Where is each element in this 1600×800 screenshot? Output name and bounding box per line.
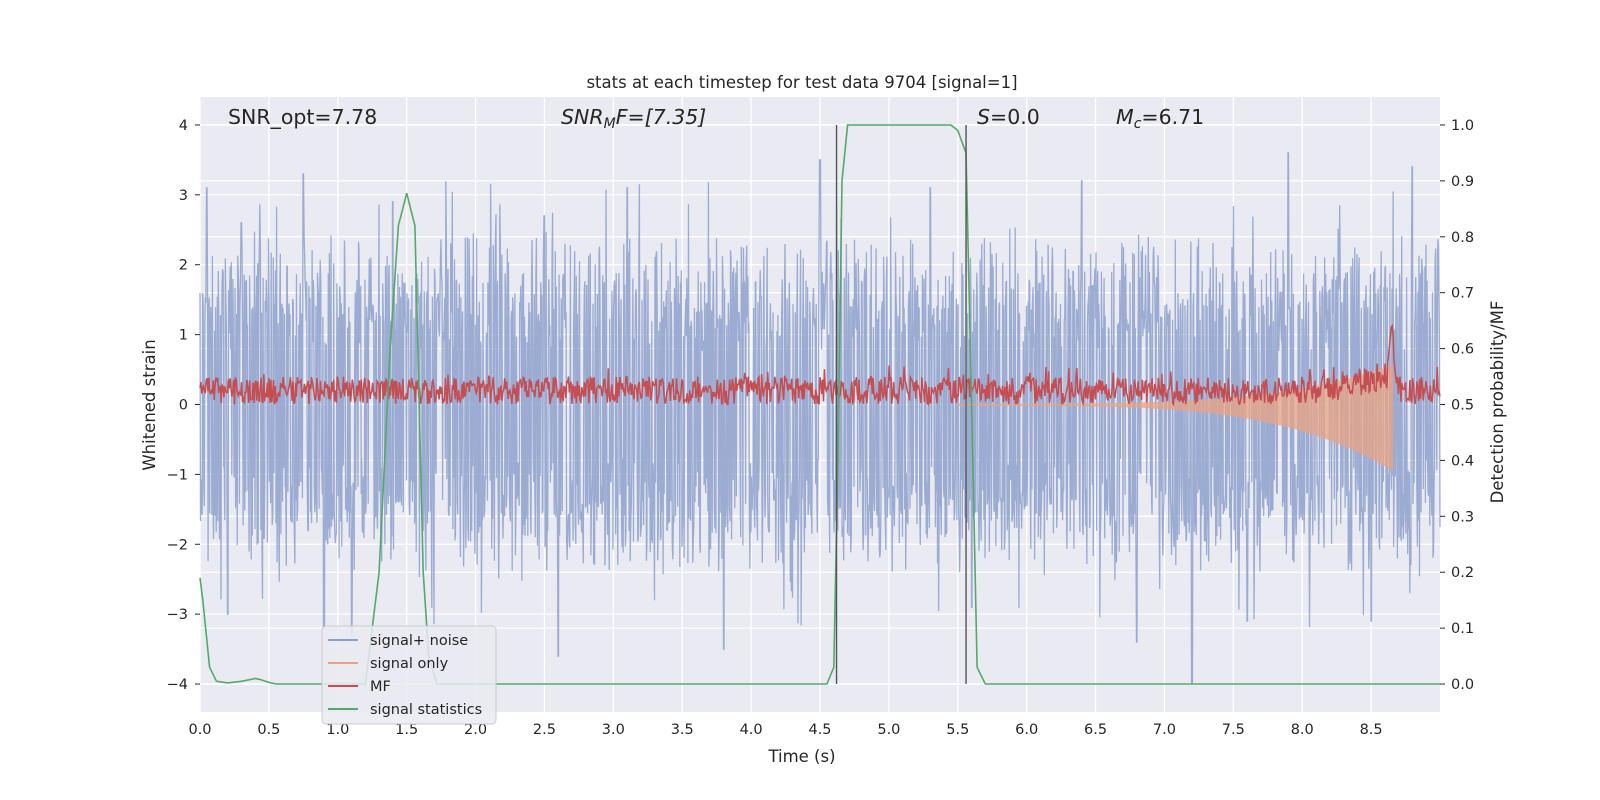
- mc-sub: c: [1134, 116, 1142, 132]
- s-rest: =0.0: [990, 105, 1040, 129]
- x-tick-label: 4.0: [740, 722, 763, 738]
- x-tick-label: 2.5: [533, 722, 556, 738]
- y-left-tick-label: −3: [167, 607, 188, 623]
- y-right-tick-label: 0.7: [1451, 286, 1474, 302]
- x-tick-label: 8.5: [1360, 722, 1383, 738]
- y-left-tick-label: 4: [179, 118, 188, 134]
- legend-label-signal-noise: signal+ noise: [370, 633, 468, 649]
- snr-opt-annotation: SNR_opt=7.78: [228, 105, 377, 130]
- signal-only-band: [957, 364, 1394, 471]
- x-tick-label: 7.5: [1222, 722, 1245, 738]
- y-right-tick-label: 0.0: [1451, 677, 1474, 693]
- mf-series: [199, 323, 1441, 407]
- y-right-axis-ticks: 0.0 0.1 0.2 0.3 0.4 0.5 0.6 0.7 0.8 0.9 1.0: [1440, 118, 1474, 693]
- y-right-tick-label: 1.0: [1451, 118, 1474, 134]
- y-right-tick-label: 0.9: [1451, 174, 1474, 190]
- mf-line: [199, 323, 1441, 407]
- mc-label: M: [1116, 105, 1134, 129]
- x-tick-label: 2.0: [464, 722, 487, 738]
- signal-noise-line: [199, 152, 1441, 685]
- y-left-tick-label: −4: [167, 677, 188, 693]
- x-tick-label: 1.0: [326, 722, 349, 738]
- snr-mf-label: SNR: [561, 105, 604, 129]
- x-tick-label: 6.0: [1015, 722, 1038, 738]
- x-tick-label: 5.0: [877, 722, 900, 738]
- y-left-tick-label: 0: [179, 398, 188, 414]
- y-right-tick-label: 0.4: [1451, 453, 1474, 469]
- y-right-tick-label: 0.3: [1451, 509, 1474, 525]
- y-left-tick-label: −1: [167, 467, 188, 483]
- x-tick-label: 7.0: [1153, 722, 1176, 738]
- y-left-axis-ticks: −4 −3 −2 −1 0 1 2 3 4: [167, 118, 200, 693]
- snr-mf-sub: M: [604, 116, 616, 132]
- y-right-tick-label: 0.1: [1451, 621, 1474, 637]
- y-right-tick-label: 0.6: [1451, 342, 1474, 358]
- x-tick-label: 0.5: [257, 722, 280, 738]
- s-annotation: S=0.0: [977, 105, 1040, 129]
- legend-label-mf: MF: [370, 679, 391, 695]
- x-axis-label: Time (s): [767, 747, 835, 766]
- x-axis-ticks: 0.0 0.5 1.0 1.5 2.0 2.5 3.0 3.5 4.0 4.5 5.0 5.5 6.0 6…: [188, 722, 1382, 738]
- chart-title: stats at each timestep for test data 970…: [586, 73, 1017, 92]
- y-right-tick-label: 0.8: [1451, 230, 1474, 246]
- x-tick-label: 3.0: [602, 722, 625, 738]
- vertical-markers: [835, 124, 967, 685]
- y-right-axis-label: Detection probability/MF: [1488, 301, 1507, 504]
- y-left-tick-label: 2: [179, 258, 188, 274]
- legend-box: [321, 625, 497, 725]
- x-tick-label: 0.0: [188, 722, 211, 738]
- y-left-tick-label: 1: [179, 328, 188, 344]
- x-tick-label: 3.5: [671, 722, 694, 738]
- x-tick-label: 5.5: [946, 722, 969, 738]
- x-tick-label: 1.5: [395, 722, 418, 738]
- x-tick-label: 4.5: [808, 722, 831, 738]
- legend-label-signal-only: signal only: [370, 656, 449, 672]
- signal-statistics-line: [199, 124, 1440, 685]
- signal-only-series: [957, 364, 1394, 471]
- y-right-tick-label: 0.5: [1451, 398, 1474, 414]
- y-right-tick-label: 0.2: [1451, 565, 1474, 581]
- x-tick-label: 6.5: [1084, 722, 1107, 738]
- snr-mf-annotation: SNRMF=[7.35]: [561, 105, 706, 132]
- snr-mf-rest: F=[7.35]: [616, 105, 707, 129]
- y-left-tick-label: 3: [179, 188, 188, 204]
- mc-annotation: Mc=6.71: [1116, 105, 1204, 132]
- signal-statistics-series: [199, 124, 1440, 685]
- legend: signal+ noise signal only MF signal stat…: [321, 625, 497, 725]
- mc-rest: =6.71: [1141, 105, 1204, 129]
- y-left-axis-label: Whitened strain: [140, 339, 159, 470]
- s-label: S: [977, 105, 990, 129]
- signal-noise-series: [199, 152, 1441, 685]
- legend-label-signal-statistics: signal statistics: [370, 702, 482, 718]
- y-left-tick-label: −2: [167, 537, 188, 553]
- x-tick-label: 8.0: [1291, 722, 1314, 738]
